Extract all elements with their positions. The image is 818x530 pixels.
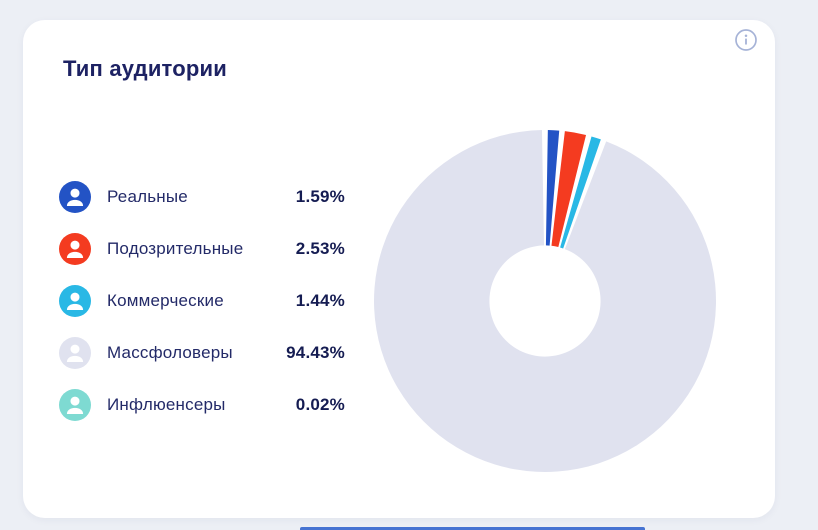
legend-label: Инфлюенсеры xyxy=(107,395,226,414)
donut-slice-3[interactable] xyxy=(560,136,601,249)
legend-value: 2.53% xyxy=(295,239,345,258)
legend-label: Массфоловеры xyxy=(107,343,233,362)
legend-label: Подозрительные xyxy=(107,239,244,258)
legend-item: Подозрительные 2.53% xyxy=(59,233,345,265)
legend-value: 1.59% xyxy=(295,187,345,206)
legend-label: Реальные xyxy=(107,187,188,206)
card-title: Тип аудитории xyxy=(63,56,227,81)
donut-slice-2[interactable] xyxy=(551,131,587,248)
donut-slice-4[interactable] xyxy=(374,130,717,473)
person-icon xyxy=(59,285,91,317)
donut-chart xyxy=(374,130,717,473)
person-icon xyxy=(59,181,91,213)
person-icon xyxy=(59,389,91,421)
legend-item: Инфлюенсеры 0.02% xyxy=(59,389,345,421)
legend-value: 94.43% xyxy=(286,343,345,362)
legend: Реальные 1.59% Подозрительные 2.53% Комм… xyxy=(59,181,345,441)
legend-label: Коммерческие xyxy=(107,291,224,310)
legend-value: 1.44% xyxy=(295,291,345,310)
donut-slice-1[interactable] xyxy=(545,130,560,246)
info-icon[interactable] xyxy=(734,28,758,52)
person-icon xyxy=(59,233,91,265)
bottom-partial-element xyxy=(300,527,645,530)
legend-value: 0.02% xyxy=(295,395,345,414)
person-icon xyxy=(59,337,91,369)
legend-item: Реальные 1.59% xyxy=(59,181,345,213)
legend-item: Коммерческие 1.44% xyxy=(59,285,345,317)
legend-item: Массфоловеры 94.43% xyxy=(59,337,345,369)
audience-type-card: Тип аудитории Реальные 1.59% xyxy=(23,20,775,518)
